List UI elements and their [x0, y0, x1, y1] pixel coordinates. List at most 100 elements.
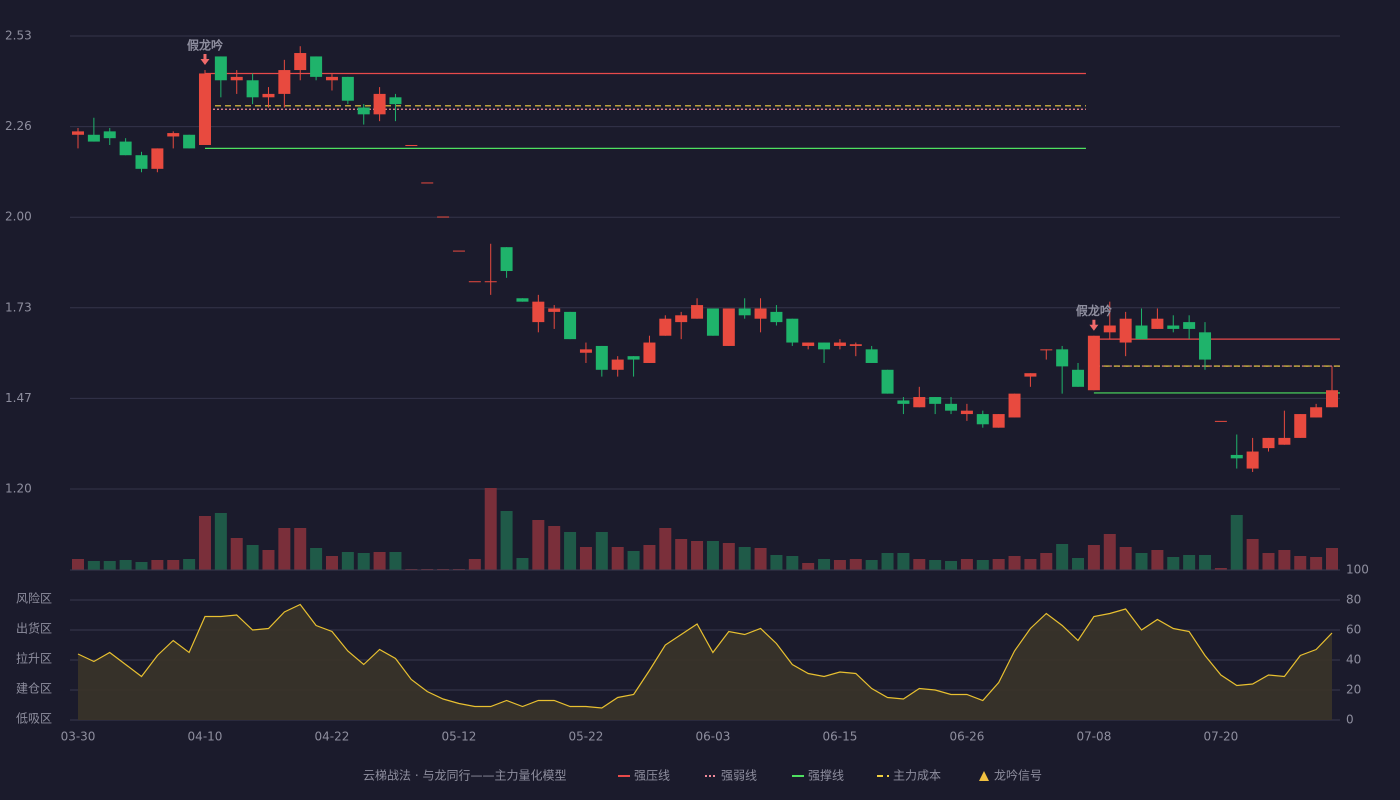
volume-bar	[913, 559, 926, 570]
x-tick-label: 07-20	[1203, 730, 1238, 744]
volume-bar	[310, 548, 323, 570]
candle-body	[1056, 349, 1069, 367]
volume-bar	[183, 559, 196, 570]
candle-body	[881, 369, 894, 394]
zone-label: 拉升区	[16, 651, 52, 666]
signal-arrow	[200, 54, 210, 66]
candle-body	[1167, 325, 1180, 329]
indicator-line	[77, 603, 1333, 709]
candle-body	[500, 247, 513, 272]
candle-body	[405, 144, 418, 146]
candle-body	[1024, 373, 1037, 377]
volume-bar	[373, 552, 386, 570]
candle-body	[675, 315, 688, 323]
volume-bar	[1183, 555, 1196, 570]
volume-bar	[865, 560, 878, 570]
candle-body	[579, 349, 592, 353]
volume-bar	[1119, 547, 1132, 570]
candle-body	[818, 342, 831, 350]
x-tick-label: 05-12	[442, 730, 477, 744]
candle-body	[183, 134, 196, 149]
volume-bar	[833, 560, 846, 570]
candle-body	[849, 344, 862, 346]
candle-body	[1326, 390, 1338, 408]
legend-title: 云梯战法 · 与龙同行——主力量化模型	[363, 769, 566, 783]
candle-body	[278, 70, 291, 94]
volume-bar	[976, 560, 989, 570]
volume-bar	[992, 559, 1005, 570]
zone-label: 风险区	[16, 591, 52, 606]
volume-bar	[167, 560, 180, 570]
volume-bar	[103, 561, 116, 570]
candle-body	[230, 76, 243, 81]
x-tick-label: 07-08	[1076, 730, 1111, 744]
volume-bar	[881, 553, 894, 570]
volume-bar	[627, 551, 640, 570]
candle-body	[421, 182, 434, 184]
signal-label: 假龙吟	[187, 38, 223, 53]
volume-bar	[1167, 557, 1180, 570]
x-tick-label: 04-10	[188, 730, 223, 744]
volume-bar	[1103, 534, 1116, 570]
volume-bar	[1214, 568, 1227, 570]
candle-body	[1135, 325, 1148, 340]
zone-label: 低吸区	[16, 712, 52, 726]
volume-bar	[945, 561, 958, 570]
volume-bar	[706, 541, 719, 570]
volume-bar	[1230, 515, 1243, 570]
candle-body	[214, 56, 227, 81]
legend-label: 强压线	[634, 769, 670, 783]
volume-bar	[516, 558, 529, 570]
candle-body	[135, 155, 148, 169]
volume-bar	[1008, 556, 1021, 570]
volume-bar	[325, 556, 338, 570]
y-tick-label: 80	[1346, 593, 1361, 607]
candle-body	[1040, 349, 1053, 351]
candle-body	[516, 298, 529, 302]
zone-label: 建仓区	[16, 682, 52, 696]
volume-bar	[135, 562, 148, 570]
candle-body	[198, 73, 211, 145]
zone-label: 出货区	[16, 621, 52, 636]
candle-body	[119, 141, 132, 156]
volume-bar	[595, 532, 608, 570]
volume-bar	[1262, 553, 1275, 570]
candle-body	[659, 318, 672, 336]
candle-body	[722, 308, 735, 346]
volume-bar	[357, 553, 370, 570]
candle-body	[786, 318, 799, 343]
volume-bar	[897, 553, 910, 570]
candle-body	[1278, 437, 1291, 445]
candle-body	[1294, 414, 1307, 438]
candle-body	[246, 80, 259, 98]
candle-body	[897, 400, 910, 404]
y-tick-label: 1.47	[5, 391, 32, 405]
candle-body	[72, 131, 84, 135]
volume-bar	[849, 559, 862, 570]
candle-body	[611, 359, 624, 370]
volume-bar	[579, 547, 592, 570]
y-tick-label: 60	[1346, 623, 1361, 637]
x-tick-label: 06-15	[822, 730, 857, 744]
candle-body	[341, 76, 354, 101]
candle-body	[945, 403, 958, 411]
candle-body	[484, 281, 497, 283]
legend-swatch	[979, 771, 989, 781]
candle-body	[548, 308, 561, 312]
volume-bar	[611, 547, 624, 570]
candle-body	[103, 131, 116, 139]
y-tick-label: 40	[1346, 653, 1361, 667]
candle-body	[262, 93, 275, 98]
volume-bar	[151, 560, 164, 570]
volume-bar	[262, 550, 275, 570]
candle-body	[1119, 318, 1132, 343]
volume-bar	[1326, 548, 1338, 570]
volume-bar	[929, 560, 942, 570]
candle-body	[960, 410, 973, 415]
volume-bar	[754, 548, 767, 570]
candle-body	[452, 250, 465, 252]
candle-body	[1199, 332, 1212, 360]
candle-body	[976, 414, 989, 425]
volume-bar	[341, 552, 354, 570]
